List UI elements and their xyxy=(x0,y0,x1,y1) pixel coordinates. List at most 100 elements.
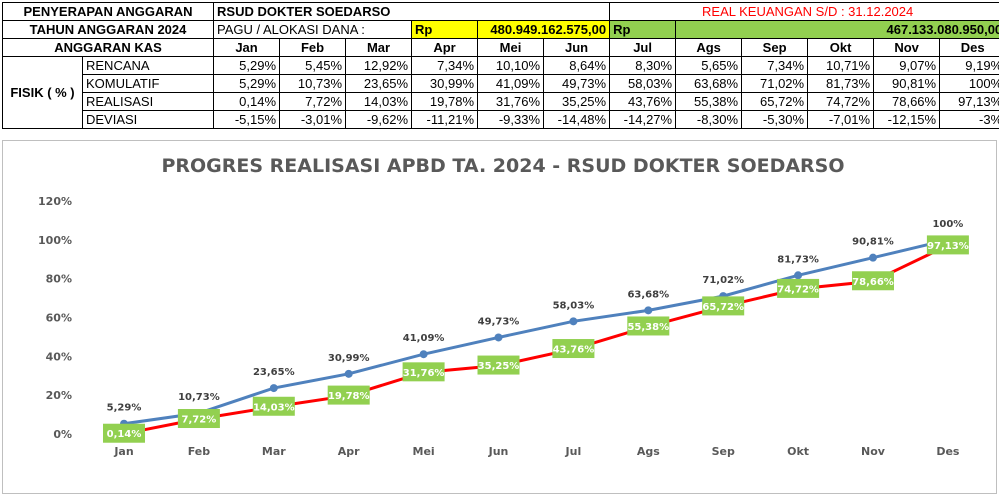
y-tick-label: 20% xyxy=(46,389,72,402)
series-line-0 xyxy=(123,238,949,426)
table-cell: 90,81% xyxy=(873,74,941,93)
title-line1: PENYERAPAN ANGGARAN xyxy=(1,2,215,21)
data-label-box xyxy=(552,339,595,359)
table-cell: 43,76% xyxy=(609,92,677,111)
table-cell: 9,19% xyxy=(939,56,999,75)
chart-svg: PROGRES REALISASI APBD TA. 2024 - RSUD D… xyxy=(38,155,969,458)
table-cell: 35,25% xyxy=(543,92,611,111)
real-value: 467.133.080.950,00 xyxy=(675,20,999,39)
data-point xyxy=(419,350,428,359)
table-cell: 8,30% xyxy=(609,56,677,75)
row-label: DEVIASI xyxy=(81,110,215,129)
month-header: Sep xyxy=(741,38,809,57)
x-tick-label: Jul xyxy=(565,445,582,458)
table-cell: -8,30% xyxy=(675,110,743,129)
data-point xyxy=(494,333,503,342)
data-label: 65,72% xyxy=(702,302,744,313)
month-header: Ags xyxy=(675,38,743,57)
data-label: 71,02% xyxy=(702,275,744,286)
y-tick-label: 60% xyxy=(46,312,72,325)
data-label: 14,03% xyxy=(253,402,295,413)
table-cell: -11,21% xyxy=(411,110,479,129)
table-cell: 100% xyxy=(939,74,999,93)
y-tick-label: 120% xyxy=(38,195,72,208)
row-label: KOMULATIF xyxy=(81,74,215,93)
x-tick-label: Nov xyxy=(861,445,886,458)
pagu-label: PAGU / ALOKASI DANA : xyxy=(213,20,413,39)
data-point xyxy=(344,369,353,378)
x-tick-label: Okt xyxy=(787,445,809,458)
table-cell: 7,34% xyxy=(411,56,479,75)
table-cell: 8,64% xyxy=(543,56,611,75)
table-cell: 23,65% xyxy=(345,74,413,93)
hospital-name: RSUD DOKTER SOEDARSO xyxy=(213,2,611,21)
real-currency: Rp xyxy=(609,20,677,39)
data-label: 30,99% xyxy=(328,353,370,364)
x-tick-label: Des xyxy=(936,445,960,458)
table-cell: 14,03% xyxy=(345,92,413,111)
data-label: 31,76% xyxy=(403,368,445,379)
data-label: 74,72% xyxy=(777,284,819,295)
data-label-box xyxy=(177,409,220,429)
table-cell: 41,09% xyxy=(477,74,545,93)
table-cell: 63,68% xyxy=(675,74,743,93)
progress-chart: PROGRES REALISASI APBD TA. 2024 - RSUD D… xyxy=(2,140,997,494)
data-label: 19,78% xyxy=(328,391,370,402)
month-header: Mei xyxy=(477,38,545,57)
table-cell: 78,66% xyxy=(873,92,941,111)
month-header: Okt xyxy=(807,38,875,57)
data-label: 5,29% xyxy=(107,403,142,414)
data-label: 43,76% xyxy=(553,345,595,356)
data-point xyxy=(869,253,877,262)
y-tick-label: 40% xyxy=(46,350,72,363)
month-header: Nov xyxy=(873,38,941,57)
table-cell: 10,10% xyxy=(477,56,545,75)
table-cell: 9,07% xyxy=(873,56,941,75)
data-label-box xyxy=(477,355,520,375)
data-label: 35,25% xyxy=(478,361,520,372)
data-label: 78,66% xyxy=(852,277,894,288)
anggaran-kas-label: ANGGARAN KAS xyxy=(1,38,215,57)
row-label: REALISASI xyxy=(81,92,215,111)
data-label: 0,14% xyxy=(107,429,142,440)
data-label: 58,03% xyxy=(553,300,595,311)
data-label-box xyxy=(702,296,745,316)
data-point xyxy=(644,306,653,315)
table-cell: 81,73% xyxy=(807,74,875,93)
pagu-value: 480.949.162.575,00 xyxy=(477,20,611,39)
month-header: Mar xyxy=(345,38,413,57)
table-cell: 7,34% xyxy=(741,56,809,75)
data-label-box xyxy=(926,235,969,255)
table-cell: 0,14% xyxy=(213,92,281,111)
month-header: Feb xyxy=(279,38,347,57)
data-point xyxy=(569,317,578,326)
table-cell: -5,30% xyxy=(741,110,809,129)
table-cell: 10,73% xyxy=(279,74,347,93)
data-label: 63,68% xyxy=(627,289,669,300)
table-cell: -14,48% xyxy=(543,110,611,129)
table-cell: 71,02% xyxy=(741,74,809,93)
x-tick-label: Jan xyxy=(113,445,133,458)
table-cell: -3,01% xyxy=(279,110,347,129)
title-line2: TAHUN ANGGARAN 2024 xyxy=(1,20,215,39)
budget-table: PENYERAPAN ANGGARAN RSUD DOKTER SOEDARSO… xyxy=(1,2,999,129)
chart-title: PROGRES REALISASI APBD TA. 2024 - RSUD D… xyxy=(161,155,844,177)
data-label-box xyxy=(103,423,145,443)
data-label-box xyxy=(852,271,894,291)
data-label-box xyxy=(402,362,445,382)
table-cell: -12,15% xyxy=(873,110,941,129)
data-label-box xyxy=(627,316,670,336)
table-cell: 5,45% xyxy=(279,56,347,75)
series-line-1 xyxy=(123,244,949,436)
table-cell: 5,29% xyxy=(213,56,281,75)
month-header: Apr xyxy=(411,38,479,57)
table-cell: 65,72% xyxy=(741,92,809,111)
table-cell: -9,62% xyxy=(345,110,413,129)
month-header: Jan xyxy=(213,38,281,57)
data-point xyxy=(269,384,278,393)
row-label: RENCANA xyxy=(81,56,215,75)
table-cell: 49,73% xyxy=(543,74,611,93)
table-cell: 19,78% xyxy=(411,92,479,111)
data-label: 81,73% xyxy=(777,254,819,265)
table-cell: 5,65% xyxy=(675,56,743,75)
